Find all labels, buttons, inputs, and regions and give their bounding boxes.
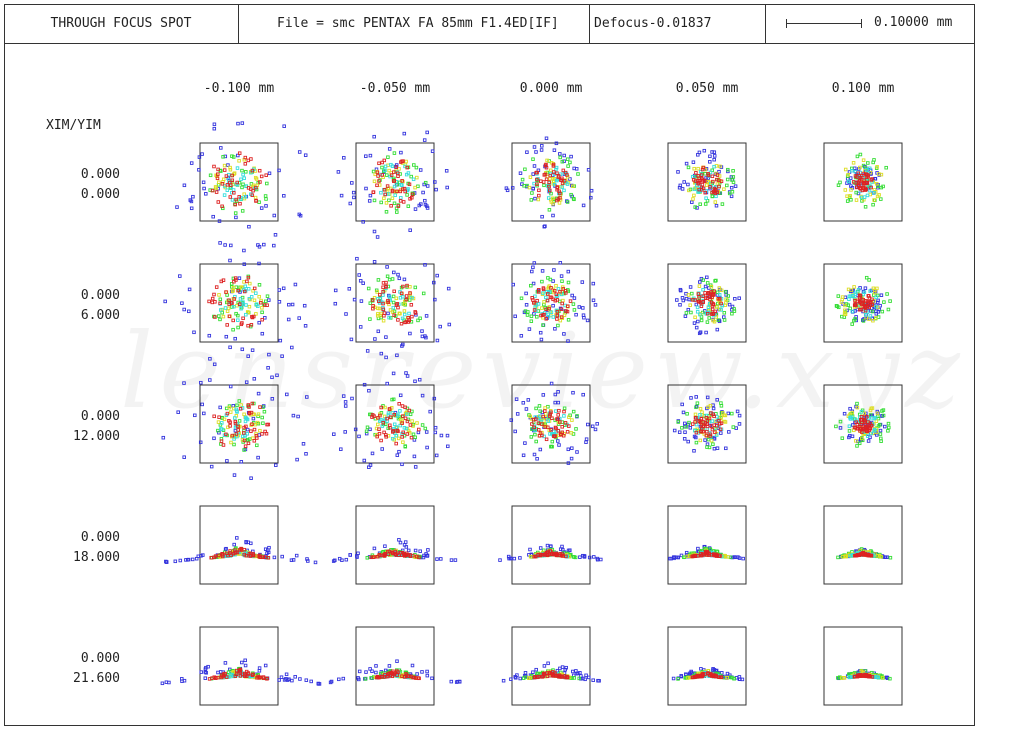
spot-cell-r1-c3 [667,263,747,343]
spot-cell-r2-c2 [509,381,599,465]
focus-label-2: 0.000 mm [519,81,583,96]
spot-cell-r0-c1 [336,130,449,239]
spot-cell-r4-c1 [328,626,462,706]
defocus-value: Defocus-0.01837 [590,4,766,44]
spot-cell-r4-c0 [160,626,322,706]
spot-cell-r1-c0 [163,241,308,361]
field-label-2: 0.000 12.000 [73,409,120,444]
spot-cell-r2-c3 [667,384,747,464]
focus-label-4: 0.100 mm [831,81,895,96]
watermark: lensreview.xyz [120,310,966,432]
spot-cell-r0-c0 [175,121,308,253]
scale-label: 0.10000 mm [874,15,953,30]
spot-cell-r3-c4 [823,505,903,585]
spot-cell-r1-c1 [333,256,452,360]
spot-cell-r0-c3 [667,142,747,222]
spot-cell-r2-c4 [823,384,903,464]
plot-frame [4,4,975,726]
spot-cell-r4-c3 [667,626,747,706]
field-label-1: 0.000 6.000 [80,288,120,323]
scale-box [766,4,975,44]
spot-cell-r3-c0 [164,505,318,585]
field-label-0: 0.000 0.000 [80,167,120,202]
spot-cell-r0-c4 [823,142,903,222]
scale-bar [786,19,862,28]
focus-label-0: -0.100 mm [203,81,275,96]
spot-cell-r2-c1 [332,371,450,469]
plot-title: THROUGH FOCUS SPOT [4,4,239,44]
spot-cell-r1-c2 [511,261,598,343]
spot-cell-r3-c2 [498,505,603,585]
spot-cell-r1-c4 [823,263,903,343]
field-label-4: 0.000 21.600 [73,651,120,686]
spot-cell-r3-c1 [331,505,458,585]
focus-label-1: -0.050 mm [359,81,431,96]
spot-cell-r4-c2 [501,626,601,706]
spot-cell-r3-c3 [667,505,747,585]
field-axis-label: XIM/YIM [46,118,101,133]
field-label-3: 0.000 18.000 [73,530,120,565]
file-name: File = smc PENTAX FA 85mm F1.4ED[IF] [239,4,590,44]
spot-cell-r0-c2 [504,136,594,229]
spot-cell-r2-c0 [161,362,309,480]
spot-cell-r4-c4 [823,626,903,706]
focus-label-3: 0.050 mm [675,81,739,96]
